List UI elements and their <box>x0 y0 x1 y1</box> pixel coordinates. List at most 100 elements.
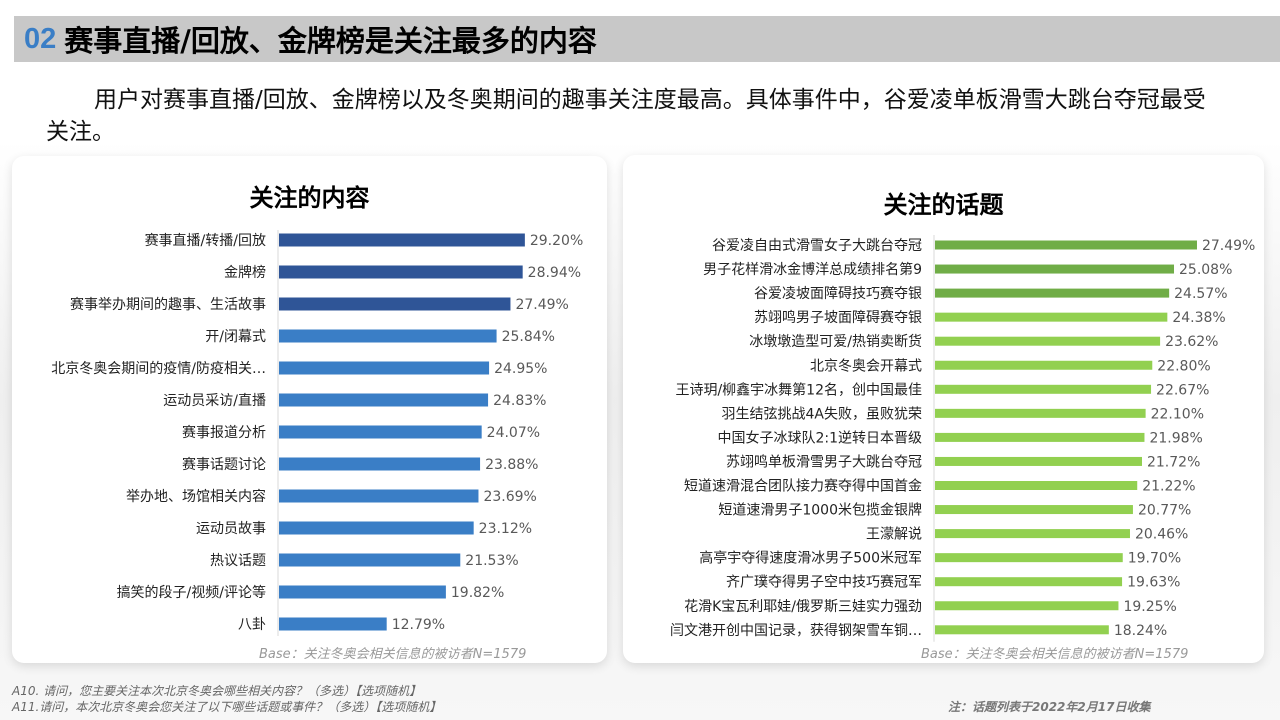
data-label: 23.69% <box>483 489 536 505</box>
category-label: 北京冬奥会期间的疫情/防疫相关… <box>51 360 266 377</box>
content-bar-chart: 赛事直播/转播/回放 29.20% 金牌榜 28.94% 赛事举办期间的趣事、生活故事 2… <box>51 230 583 636</box>
bar <box>935 240 1197 250</box>
data-label: 27.49% <box>515 297 568 313</box>
bar <box>935 625 1109 635</box>
bar <box>935 360 1153 370</box>
category-label: 搞笑的段子/视频/评论等 <box>117 584 266 601</box>
bar <box>935 505 1133 515</box>
category-label: 王诗玥/柳鑫宇冰舞第12名，创中国最佳 <box>675 381 922 398</box>
chart-title: 关注的话题 <box>883 191 1004 219</box>
data-label: 24.95% <box>494 361 547 377</box>
bar <box>279 425 482 439</box>
data-label: 25.08% <box>1179 262 1232 278</box>
category-label: 谷爱凌坡面障碍技巧赛夺银 <box>754 286 922 302</box>
data-label: 19.70% <box>1128 551 1181 567</box>
category-label: 短道速滑混合团队接力赛夺得中国首金 <box>684 478 922 495</box>
base-note: Base：关注冬奥会相关信息的被访者N=1579 <box>921 647 1189 662</box>
bar <box>935 577 1123 587</box>
data-label: 28.94% <box>528 265 581 281</box>
data-label: 12.79% <box>392 617 445 633</box>
data-label: 21.72% <box>1147 454 1200 470</box>
category-label: 冰墩墩造型可爱/热销卖断货 <box>749 333 922 350</box>
data-label: 20.77% <box>1138 503 1191 519</box>
data-label: 23.88% <box>485 457 538 473</box>
data-label: 21.98% <box>1149 430 1202 446</box>
category-label: 八卦 <box>238 617 266 633</box>
category-label: 赛事话题讨论 <box>182 457 266 473</box>
data-label: 23.62% <box>1165 334 1218 350</box>
base-note: Base：关注冬奥会相关信息的被访者N=1579 <box>259 647 527 662</box>
bar <box>279 457 481 471</box>
data-label: 20.46% <box>1135 527 1188 543</box>
data-label: 24.83% <box>493 393 546 409</box>
chart-title: 关注的内容 <box>249 184 370 212</box>
data-label: 29.20% <box>530 233 583 249</box>
section-title-bar: 02 赛事直播/回放、金牌榜是关注最多的内容 <box>14 16 1280 62</box>
category-label: 赛事举办期间的趣事、生活故事 <box>70 297 266 313</box>
category-label: 齐广璞夺得男子空中技巧赛冠军 <box>726 574 922 591</box>
data-label: 19.63% <box>1127 575 1180 591</box>
category-label: 开/闭幕式 <box>205 329 266 345</box>
category-label: 男子花样滑冰金博洋总成绩排名第9 <box>703 261 922 278</box>
section-title: 赛事直播/回放、金牌榜是关注最多的内容 <box>64 24 597 58</box>
topic-bar-chart: 谷爱凌自由式滑雪女子大跳台夺冠 27.49% 男子花样滑冰金博洋总成绩排名第9 25.… <box>670 235 1255 642</box>
data-label: 19.25% <box>1123 599 1176 615</box>
question-a10: A10. 请问，您主要关注本次北京冬奥会哪些相关内容？（多选）【选项随机】 <box>12 684 422 698</box>
section-number: 02 <box>24 22 57 55</box>
data-label: 21.53% <box>465 553 518 569</box>
bar <box>935 553 1123 563</box>
category-label: 运动员采访/直播 <box>163 392 266 409</box>
category-label: 谷爱凌自由式滑雪女子大跳台夺冠 <box>712 237 922 254</box>
category-label: 羽生结弦挑战4A失败，虽败犹荣 <box>722 406 922 422</box>
data-label: 22.80% <box>1157 358 1210 374</box>
data-label: 22.67% <box>1156 382 1209 398</box>
category-label: 举办地、场馆相关内容 <box>126 488 266 505</box>
bar <box>279 489 479 503</box>
data-label: 24.57% <box>1174 286 1227 302</box>
category-label: 苏翊鸣单板滑雪男子大跳台夺冠 <box>726 453 922 470</box>
data-label: 21.22% <box>1142 479 1195 495</box>
category-label: 苏翊鸣男子坡面障碍赛夺银 <box>754 309 922 326</box>
bar <box>935 529 1130 539</box>
category-label: 赛事直播/转播/回放 <box>145 232 266 249</box>
category-label: 闫文港开创中国记录，获得钢架雪车铜… <box>670 622 922 639</box>
bar <box>935 481 1138 490</box>
category-label: 王濛解说 <box>866 527 922 543</box>
bar <box>279 553 461 567</box>
bar <box>279 265 523 279</box>
bar <box>279 617 387 631</box>
bar <box>935 264 1175 274</box>
bar <box>279 297 511 311</box>
data-label: 25.84% <box>502 329 555 345</box>
bar <box>935 384 1152 394</box>
category-label: 北京冬奥会开幕式 <box>810 357 922 374</box>
bar <box>279 361 490 375</box>
category-label: 运动员故事 <box>196 521 266 537</box>
content-chart-card: 关注的内容 赛事直播/转播/回放 29.20% 金牌榜 28.94% 赛事举办期间的趣事… <box>12 156 607 663</box>
data-label: 19.82% <box>451 585 504 601</box>
bar <box>935 432 1145 442</box>
data-label: 22.10% <box>1151 406 1204 422</box>
bar <box>935 408 1146 418</box>
bar <box>279 585 446 599</box>
data-label: 27.49% <box>1202 238 1255 254</box>
category-label: 花滑K宝瓦利耶娃/俄罗斯三娃实力强劲 <box>684 598 922 615</box>
bar <box>935 336 1161 346</box>
bar <box>935 456 1142 466</box>
bar <box>279 329 497 343</box>
bar <box>279 393 489 407</box>
data-label: 24.38% <box>1172 310 1225 326</box>
category-label: 高亭宇夺得速度滑冰男子500米冠军 <box>699 550 922 567</box>
question-a11: A11.请问，本次北京冬奥会您关注了以下哪些话题或事件？（多选）【选项随机】 <box>12 700 442 714</box>
collection-note: 注：话题列表于2022年2月17日收集 <box>948 700 1151 714</box>
bar <box>279 233 525 247</box>
bar <box>935 601 1119 611</box>
category-label: 中国女子冰球队2:1逆转日本晋级 <box>717 429 922 446</box>
topic-chart-card: 关注的话题 谷爱凌自由式滑雪女子大跳台夺冠 27.49% 男子花样滑冰金博洋总成绩排… <box>623 155 1264 663</box>
data-label: 18.24% <box>1114 623 1167 639</box>
bar <box>935 288 1170 298</box>
category-label: 金牌榜 <box>224 264 266 281</box>
intro-text: 用户对赛事直播/回放、金牌榜以及冬奥期间的趣事关注度最高。具体事件中，谷爱凌单板… <box>46 87 1206 145</box>
data-label: 24.07% <box>487 425 540 441</box>
data-label: 23.12% <box>479 521 532 537</box>
